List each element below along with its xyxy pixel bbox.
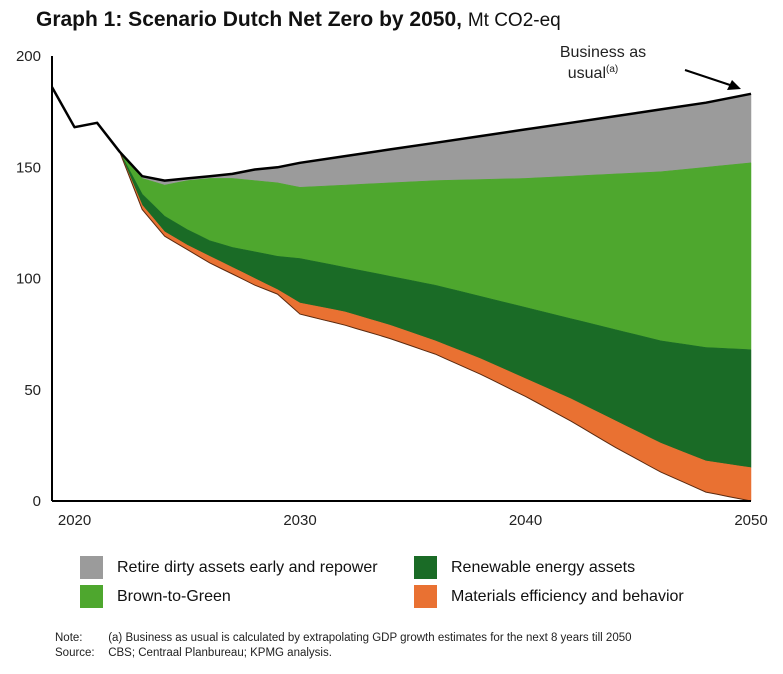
bau-line-group (50, 86, 752, 182)
bau-line (50, 86, 752, 182)
x-tick-label: 2020 (58, 512, 91, 529)
y-tick-label: 200 (16, 48, 41, 65)
chart-title: Graph 1: Scenario Dutch Net Zero by 2050… (36, 8, 561, 32)
axes (51, 56, 751, 502)
annotation-line1: Business as (560, 44, 646, 61)
x-tick-label: 2040 (509, 512, 542, 529)
note-text: (a) Business as usual is calculated by e… (108, 632, 632, 644)
bau-annotation: Business as usual(a) (560, 44, 741, 90)
annotation-arrow-shaft (684, 69, 734, 87)
source-label: Source: (55, 647, 95, 659)
y-tick-label: 150 (16, 159, 41, 176)
annotation-usual: usual (568, 65, 606, 82)
chart-plot: 0 50 100 150 200 2020 2030 2040 2050 Business as… (16, 44, 768, 529)
annotation-superscript: (a) (606, 64, 618, 75)
note-line: Note: (a) Business as usual is calculate… (55, 631, 632, 646)
legend-swatch-brown-to-green (80, 585, 103, 608)
stacked-areas (119, 93, 752, 502)
legend-item-materials: Materials efficiency and behavior (414, 585, 684, 608)
chart-title-main: Graph 1: Scenario Dutch Net Zero by 2050… (36, 8, 462, 31)
x-tick-label: 2030 (283, 512, 316, 529)
tick-labels: 0 50 100 150 200 2020 2030 2040 2050 (16, 48, 768, 529)
scenario-lower-edge (119, 151, 752, 502)
legend-label-retire: Retire dirty assets early and repower (117, 558, 378, 576)
legend-label-brown-to-green: Brown-to-Green (117, 587, 231, 605)
footnotes: Note: (a) Business as usual is calculate… (55, 631, 632, 661)
source-line: Source: CBS; Centraal Planbureau; KPMG a… (55, 646, 632, 661)
legend-label-renewable: Renewable energy assets (451, 558, 636, 576)
legend-swatch-renewable (414, 556, 437, 579)
chart-title-unit: Mt CO2-eq (467, 10, 561, 31)
legend-item-renewable: Renewable energy assets (414, 556, 635, 579)
y-tick-label: 100 (16, 271, 41, 288)
source-text: CBS; Centraal Planbureau; KPMG analysis. (108, 647, 332, 659)
legend-item-brown-to-green: Brown-to-Green (80, 585, 231, 608)
y-tick-label: 50 (24, 382, 41, 399)
note-label: Note: (55, 632, 83, 644)
legend-item-retire: Retire dirty assets early and repower (80, 556, 378, 579)
legend-swatch-materials (414, 585, 437, 608)
annotation-arrow-head (727, 80, 741, 90)
x-tick-label: 2050 (734, 512, 767, 529)
annotation-line2: usual(a) (568, 64, 618, 82)
y-tick-label: 0 (33, 493, 41, 510)
legend-swatch-retire (80, 556, 103, 579)
legend-label-materials: Materials efficiency and behavior (451, 587, 684, 605)
